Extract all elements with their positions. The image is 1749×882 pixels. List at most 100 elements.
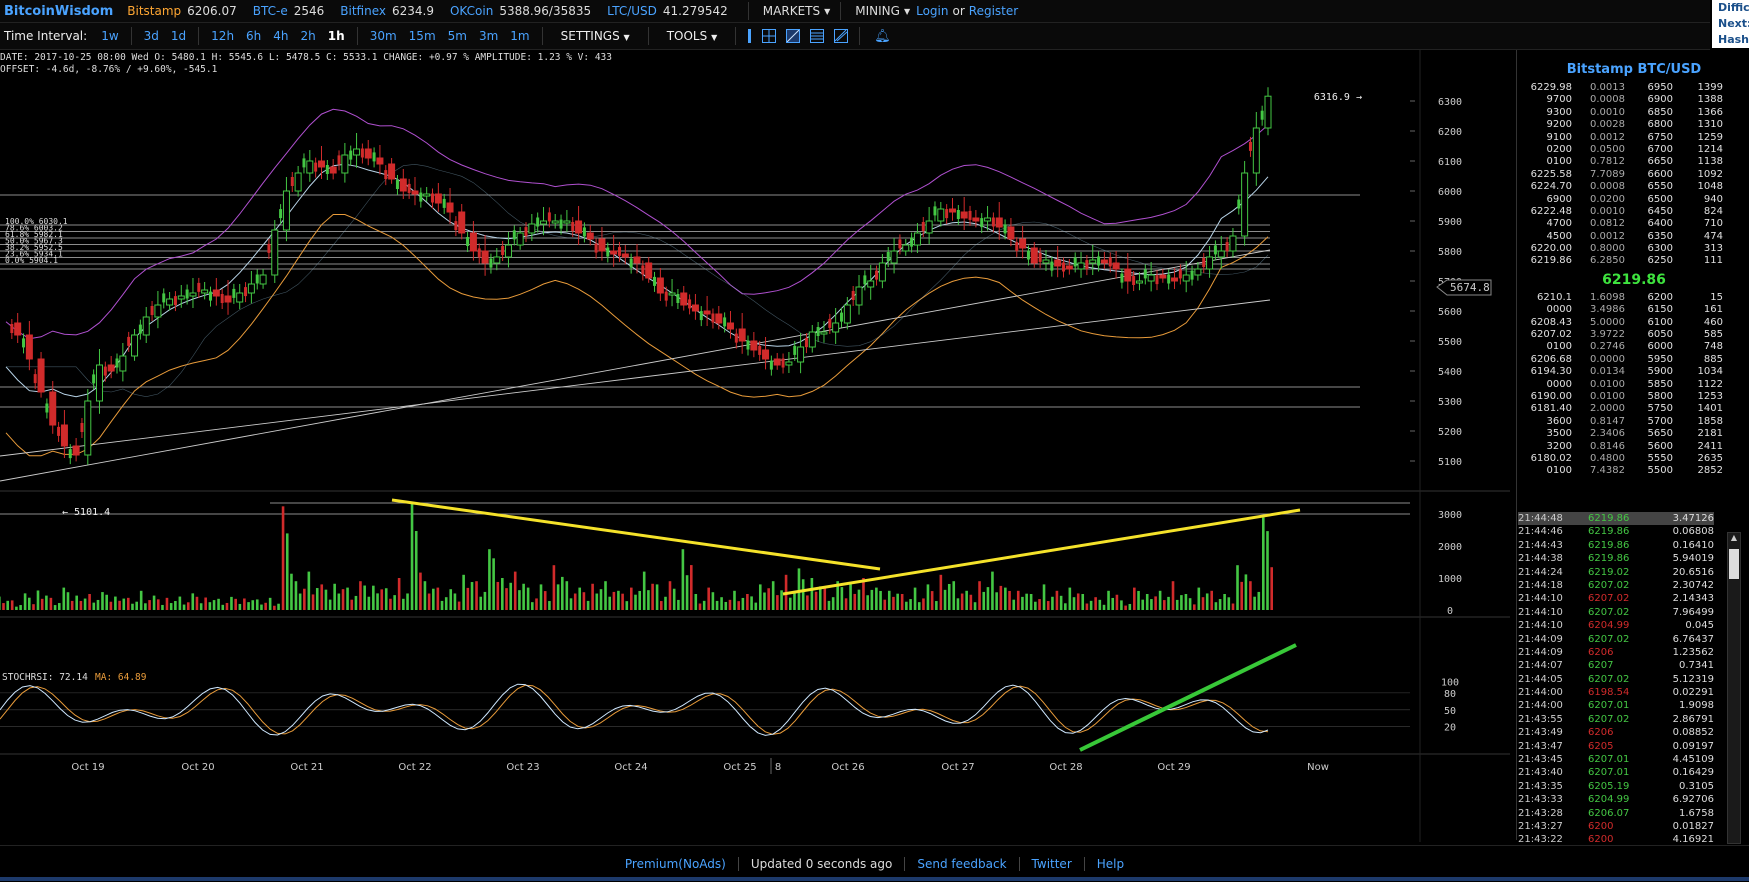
- trades-scrollbar[interactable]: ▲: [1727, 532, 1741, 844]
- twitter-link[interactable]: Twitter: [1031, 857, 1072, 871]
- candle-body: [945, 209, 949, 219]
- trade-ta: 0.01827: [1672, 820, 1714, 832]
- interval-15m[interactable]: 15m: [408, 29, 436, 43]
- trade-tp: 6207.02: [1588, 713, 1630, 725]
- market-okcoin[interactable]: OKCoin: [449, 4, 494, 18]
- divider: [130, 27, 132, 45]
- candle-body: [166, 298, 174, 306]
- candle-body: [1206, 256, 1214, 270]
- ask-cell-t: 1388: [1697, 94, 1723, 106]
- login-link[interactable]: Login: [916, 4, 949, 18]
- volume-bar: [1184, 594, 1188, 610]
- bell-icon[interactable]: 🔔︎: [874, 28, 891, 44]
- trade-ta: 2.86791: [1672, 713, 1714, 725]
- interval-1h[interactable]: 1h: [327, 29, 345, 43]
- interval-1d[interactable]: 1d: [170, 29, 187, 43]
- candle-body: [680, 292, 688, 306]
- candle-body: [902, 244, 910, 252]
- trade-tp: 6219.02: [1588, 566, 1630, 578]
- interval-1w[interactable]: 1w: [101, 29, 119, 43]
- ask-cell-a: 0.7812: [1590, 156, 1625, 168]
- volume-bar: [122, 598, 126, 610]
- chevron-down-icon: ▼: [824, 6, 831, 16]
- scroll-up-icon[interactable]: ▲: [1730, 533, 1738, 542]
- fibonacci-tool-icon[interactable]: [834, 29, 849, 43]
- crosshair-tool-icon[interactable]: [762, 29, 777, 43]
- ask-cell-t: 1399: [1697, 82, 1723, 93]
- network-stats-panel: Diffic Next: Hash: [1712, 0, 1749, 48]
- volume-bar: [1102, 604, 1106, 610]
- register-link[interactable]: Register: [968, 4, 1019, 18]
- candle-body: [442, 198, 446, 208]
- candle-body: [933, 206, 937, 216]
- candle-body: [150, 306, 154, 315]
- volume-bar: [333, 583, 336, 610]
- scrollbar-thumb[interactable]: [1729, 549, 1739, 579]
- bid-row: 0000 3.4986 6150 161: [1517, 304, 1749, 316]
- ask-cell-p: 9200: [1546, 119, 1572, 131]
- interval-2h[interactable]: 2h: [300, 29, 316, 43]
- candle-body: [255, 274, 259, 284]
- candle-body: [726, 322, 734, 330]
- market-bitstamp[interactable]: Bitstamp: [127, 4, 182, 18]
- ask-cell-q: 6650: [1647, 156, 1673, 168]
- candle-body: [1225, 242, 1229, 252]
- hline-glyph: [811, 32, 824, 40]
- feedback-link[interactable]: Send feedback: [917, 857, 1007, 871]
- help-link[interactable]: Help: [1096, 857, 1125, 871]
- interval-3d[interactable]: 3d: [143, 29, 159, 43]
- interval-3m[interactable]: 3m: [478, 29, 499, 43]
- markets-menu-label: MARKETS: [762, 4, 821, 18]
- stochrsi-tick-label: 80: [1444, 689, 1456, 700]
- interval-30m[interactable]: 30m: [369, 29, 397, 43]
- bid-row: 6206.68 0.0000 5950 885: [1517, 354, 1749, 366]
- ask-row: 9700 0.0008 6900 1388: [1517, 94, 1749, 106]
- interval-5m[interactable]: 5m: [447, 29, 467, 43]
- trade-ta: 0.16410: [1672, 539, 1714, 551]
- volume-bar: [135, 601, 138, 610]
- mining-menu[interactable]: MINING ▼: [855, 4, 910, 18]
- candle-body: [119, 355, 127, 372]
- interval-6h[interactable]: 6h: [246, 29, 262, 43]
- ask-cell-q: 6900: [1647, 94, 1673, 106]
- brand-logo[interactable]: BitcoinWisdom: [4, 3, 114, 19]
- trade-tp: 6205: [1588, 740, 1614, 752]
- candle-body: [547, 212, 551, 222]
- volume-bar: [298, 593, 302, 610]
- market-btce[interactable]: BTC-e: [252, 4, 288, 18]
- interval-12h[interactable]: 12h: [211, 29, 235, 43]
- cursor-tool-icon[interactable]: [748, 29, 752, 43]
- interval-1m[interactable]: 1m: [510, 29, 530, 43]
- ask-cell-a: 7.7089: [1590, 168, 1625, 180]
- recent-trades-list: 21:44:48 6219.86 3.47126 21:44:46 6219.86 0.0…: [1518, 512, 1714, 847]
- volume-bar: [526, 587, 530, 610]
- interval-4h[interactable]: 4h: [273, 29, 289, 43]
- market-bitfinex[interactable]: Bitfinex: [340, 4, 386, 18]
- volume-bar: [836, 581, 839, 610]
- bid-cell-a: 0.8146: [1590, 440, 1625, 452]
- premium-link[interactable]: Premium(NoAds): [624, 857, 726, 871]
- volume-bar: [986, 587, 990, 610]
- bid-cell-p: 6194.30: [1530, 366, 1572, 378]
- volume-bar: [1025, 593, 1028, 610]
- bollinger-upper-line: [5, 108, 1269, 340]
- horizontal-line-tool-icon[interactable]: [810, 29, 825, 43]
- x-tick-label: Oct 28: [1049, 762, 1082, 773]
- volume-bar: [1064, 603, 1067, 610]
- markets-menu[interactable]: MARKETS ▼: [763, 4, 830, 18]
- price-chart[interactable]: 100.0% 6030.178.6% 6003.261.8% 5982.150.…: [0, 50, 1510, 842]
- ask-cell-q: 6400: [1647, 218, 1673, 230]
- trendline-tool-icon[interactable]: [786, 29, 801, 43]
- bid-cell-a: 2.0000: [1590, 403, 1625, 415]
- market-ltcusd[interactable]: LTC/USD: [607, 4, 657, 18]
- fib-label: 23.6% 5934.1: [5, 250, 63, 259]
- volume-bar: [1197, 587, 1201, 610]
- trade-row: 21:43:22 6200 4.16921: [1518, 833, 1714, 846]
- tools-menu[interactable]: TOOLS ▼: [667, 29, 718, 43]
- volume-bar: [204, 597, 207, 610]
- candle-body: [528, 223, 536, 234]
- volume-bar: [1253, 596, 1256, 610]
- volume-bar: [582, 592, 586, 610]
- settings-menu[interactable]: SETTINGS ▼: [561, 29, 630, 43]
- candle-body: [606, 247, 610, 257]
